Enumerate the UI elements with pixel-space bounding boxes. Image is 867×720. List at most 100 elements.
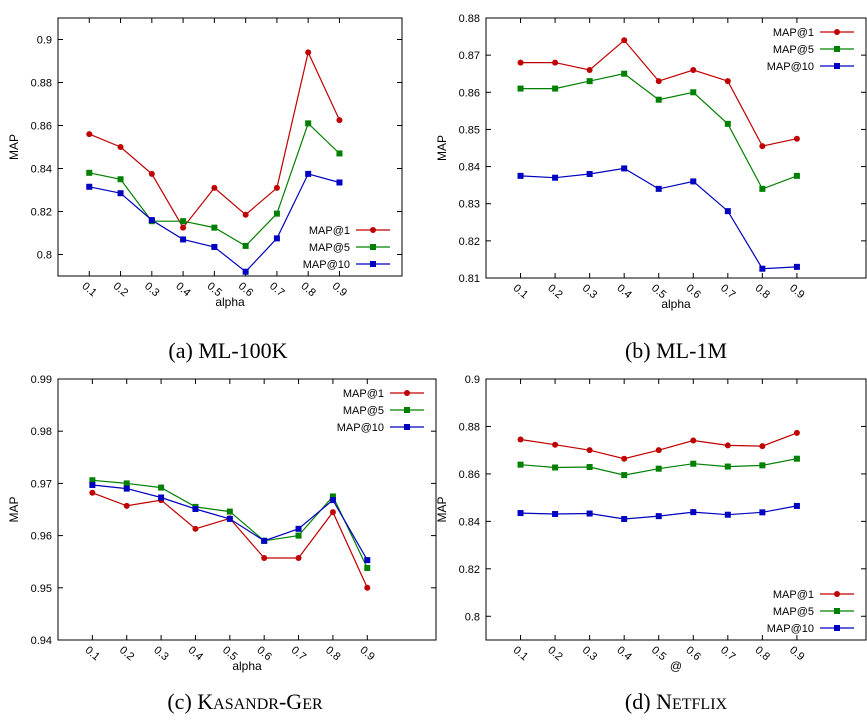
legend-label: MAP@10	[767, 61, 814, 73]
x-tick-label: 0.9	[787, 644, 806, 663]
data-point	[655, 513, 662, 520]
data-point	[621, 472, 628, 479]
y-tick-label: 0.9	[37, 35, 52, 47]
data-point	[552, 85, 559, 92]
series-map-at-10	[517, 165, 800, 272]
x-tick-label: 0.5	[649, 644, 668, 663]
data-point	[759, 443, 766, 450]
data-point	[211, 224, 218, 231]
data-point	[690, 67, 697, 73]
data-point	[759, 462, 766, 469]
y-axis-label: MAP	[7, 496, 21, 522]
series-line	[92, 484, 368, 561]
legend: MAP@1 MAP@5 MAP@10	[767, 27, 854, 73]
y-tick-label: 0.84	[459, 162, 480, 174]
legend-marker	[834, 29, 840, 35]
y-tick-label: 0.84	[459, 516, 480, 528]
data-point	[690, 509, 697, 516]
data-point	[621, 70, 628, 77]
data-point	[273, 235, 280, 242]
x-tick-label: 0.8	[298, 280, 317, 299]
legend: MAP@1 MAP@5 MAP@10	[337, 388, 424, 434]
x-tick-label: 0.7	[718, 644, 737, 663]
y-tick-label: 0.88	[459, 421, 480, 433]
panel-caption: (a) ML-100K	[168, 338, 287, 363]
series-map-at-10	[86, 170, 343, 275]
legend-label: MAP@1	[773, 27, 814, 39]
y-tick-label: 0.8	[37, 250, 52, 262]
series-map-at-1	[517, 429, 800, 462]
y-axis-label: MAP	[7, 134, 21, 160]
data-point	[724, 511, 731, 518]
legend-label: MAP@5	[343, 405, 384, 417]
x-tick-label: 0.2	[545, 282, 564, 301]
data-point	[295, 555, 302, 562]
series-map-at-1	[89, 489, 371, 591]
chart-panel-3: 0.940.950.960.970.980.990.1 0.2 0.3 0.4 0.5 0…	[7, 374, 437, 714]
legend-label: MAP@10	[767, 623, 814, 635]
data-point	[655, 185, 662, 192]
chart-panel-1: 0.80.820.840.860.880.90.1 0.2 0.3 0.4 0.5 0.6…	[7, 17, 403, 363]
legend-label: MAP@10	[303, 259, 350, 271]
series-map-at-10	[89, 481, 371, 564]
data-point	[329, 509, 336, 516]
data-point	[295, 532, 302, 539]
data-point	[517, 59, 524, 66]
x-tick-label: 0.4	[186, 644, 205, 663]
legend-marker	[370, 261, 376, 267]
data-point	[517, 461, 524, 468]
data-point	[123, 485, 130, 492]
y-tick-label: 0.84	[31, 164, 52, 176]
data-point	[586, 171, 593, 177]
data-point	[295, 525, 302, 532]
legend-label: MAP@1	[343, 388, 384, 400]
data-point	[517, 85, 524, 92]
data-point	[690, 89, 697, 96]
data-point	[242, 242, 249, 249]
data-point	[123, 480, 130, 487]
data-point	[273, 184, 280, 191]
series-map-at-1	[86, 49, 343, 231]
data-point	[724, 208, 731, 215]
data-point	[329, 497, 336, 504]
data-point	[305, 120, 312, 127]
y-tick-label: 0.82	[31, 207, 52, 219]
series-line	[92, 492, 368, 589]
legend-label: MAP@10	[337, 422, 384, 434]
data-point	[117, 176, 124, 183]
data-point	[364, 584, 371, 591]
data-point	[793, 429, 800, 436]
data-point	[552, 511, 559, 518]
data-point	[759, 143, 766, 150]
legend: MAP@1 MAP@5 MAP@10	[767, 589, 854, 635]
y-tick-label: 0.96	[31, 531, 52, 543]
data-point	[86, 131, 93, 138]
legend-label: MAP@5	[309, 242, 350, 254]
caption-part: (b) ML-1M	[625, 338, 727, 363]
data-point	[517, 172, 524, 179]
data-point	[552, 174, 559, 181]
chart-panel-4: 0.8 0.82 0.84 0.86 0.88 0.9 0.1 0.2 0.3 0.4 0.5 0.6…	[435, 374, 867, 714]
legend-marker	[370, 227, 376, 233]
series-map-at-5	[517, 70, 800, 192]
caption-part: (a) ML-100K	[168, 338, 287, 363]
data-point	[336, 117, 343, 124]
data-point	[336, 179, 343, 186]
data-point	[180, 236, 187, 243]
y-tick-label: 0.9	[465, 374, 480, 386]
y-tick-label: 0.88	[459, 13, 480, 25]
y-tick-label: 0.82	[459, 236, 480, 248]
data-point	[655, 96, 662, 103]
data-point	[329, 493, 336, 500]
x-axis-label: @	[670, 659, 682, 673]
data-point	[242, 268, 249, 275]
legend-marker	[834, 63, 840, 69]
panel-caption: (b) ML-1M	[625, 338, 727, 363]
y-tick-label: 0.94	[31, 635, 52, 647]
data-point	[86, 169, 93, 176]
data-point	[180, 224, 187, 231]
data-point	[158, 494, 165, 501]
y-tick-label: 0.86	[459, 87, 480, 99]
data-point	[621, 455, 628, 462]
series-map-at-5	[517, 455, 800, 479]
